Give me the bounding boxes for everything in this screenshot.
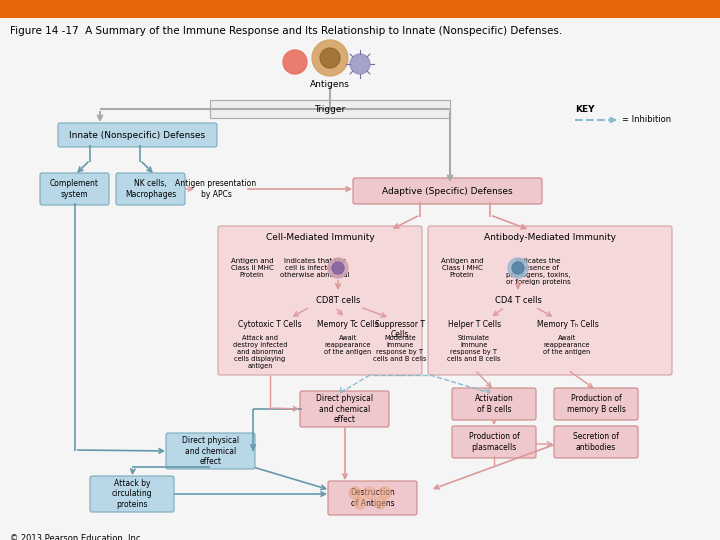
Text: Antigen and
Class I MHC
Protein: Antigen and Class I MHC Protein <box>441 258 483 278</box>
Text: Memory Tc Cells: Memory Tc Cells <box>318 320 379 329</box>
Text: Production of
plasmacells: Production of plasmacells <box>469 433 519 451</box>
Text: Destruction
of Antigens: Destruction of Antigens <box>350 488 395 508</box>
Circle shape <box>320 48 340 68</box>
Text: Await
reappearance
of the antigen: Await reappearance of the antigen <box>544 335 590 355</box>
Text: Antigen presentation
by APCs: Antigen presentation by APCs <box>176 179 256 199</box>
FancyBboxPatch shape <box>166 433 255 469</box>
FancyBboxPatch shape <box>452 426 536 458</box>
Bar <box>0 0 720 18</box>
Text: Antigens: Antigens <box>310 80 350 89</box>
Text: Secretion of
antibodies: Secretion of antibodies <box>573 433 619 451</box>
FancyBboxPatch shape <box>452 388 536 420</box>
Text: Figure 14 -17  A Summary of the Immune Response and Its Relationship to Innate (: Figure 14 -17 A Summary of the Immune Re… <box>10 26 562 36</box>
FancyBboxPatch shape <box>554 426 638 458</box>
Text: Direct physical
and chemical
effect: Direct physical and chemical effect <box>316 394 373 424</box>
Text: Helper T Cells: Helper T Cells <box>449 320 502 329</box>
Text: Innate (Nonspecific) Defenses: Innate (Nonspecific) Defenses <box>69 131 206 139</box>
FancyBboxPatch shape <box>116 173 185 205</box>
Text: Indicates that the
cell is infected or
otherwise abnormal: Indicates that the cell is infected or o… <box>280 258 350 278</box>
Circle shape <box>512 262 524 274</box>
FancyBboxPatch shape <box>353 178 542 204</box>
FancyBboxPatch shape <box>40 173 109 205</box>
Text: Suppressor T
Cells: Suppressor T Cells <box>375 320 425 340</box>
Circle shape <box>350 54 370 74</box>
Text: Activation
of B cells: Activation of B cells <box>474 394 513 414</box>
Text: Attack and
destroy infected
and abnormal
cells displaying
antigen: Attack and destroy infected and abnormal… <box>233 335 287 369</box>
Text: Antibody-Mediated Immunity: Antibody-Mediated Immunity <box>484 233 616 242</box>
Circle shape <box>349 487 361 499</box>
Circle shape <box>332 262 344 274</box>
Text: Adaptive (Specific) Defenses: Adaptive (Specific) Defenses <box>382 186 513 195</box>
Text: = Inhibition: = Inhibition <box>622 116 671 125</box>
Text: Indicates the
presence of
pathogens, toxins,
or foreign proteins: Indicates the presence of pathogens, tox… <box>505 258 570 285</box>
Circle shape <box>283 50 307 74</box>
Text: NK cells,
Macrophages: NK cells, Macrophages <box>125 179 176 199</box>
Text: Trigger: Trigger <box>315 105 346 113</box>
FancyBboxPatch shape <box>428 226 672 375</box>
FancyBboxPatch shape <box>218 226 422 375</box>
Text: Attack by
circulating
proteins: Attack by circulating proteins <box>112 479 153 509</box>
FancyBboxPatch shape <box>90 476 174 512</box>
Text: Complement
system: Complement system <box>50 179 99 199</box>
Text: Antigen and
Class II MHC
Protein: Antigen and Class II MHC Protein <box>230 258 274 278</box>
FancyBboxPatch shape <box>554 388 638 420</box>
Text: Direct physical
and chemical
effect: Direct physical and chemical effect <box>182 436 239 466</box>
FancyBboxPatch shape <box>210 100 450 118</box>
Circle shape <box>374 497 386 509</box>
FancyBboxPatch shape <box>328 481 417 515</box>
Circle shape <box>379 487 391 499</box>
Circle shape <box>328 258 348 278</box>
Text: CD8T cells: CD8T cells <box>316 296 360 305</box>
Circle shape <box>364 487 376 499</box>
Text: Memory Tₕ Cells: Memory Tₕ Cells <box>537 320 599 329</box>
Circle shape <box>354 497 366 509</box>
Circle shape <box>312 40 348 76</box>
FancyBboxPatch shape <box>300 391 389 427</box>
Circle shape <box>508 258 528 278</box>
Text: Cytotoxic T Cells: Cytotoxic T Cells <box>238 320 302 329</box>
Text: Cell-Mediated Immunity: Cell-Mediated Immunity <box>266 233 374 242</box>
Text: Production of
memory B cells: Production of memory B cells <box>567 394 626 414</box>
Text: Moderate
Immune
response by T
cells and B cells: Moderate Immune response by T cells and … <box>373 335 427 362</box>
FancyBboxPatch shape <box>58 123 217 147</box>
Text: Stimulate
Immune
response by T
cells and B cells: Stimulate Immune response by T cells and… <box>447 335 500 362</box>
Text: © 2013 Pearson Education, Inc.: © 2013 Pearson Education, Inc. <box>10 534 143 540</box>
Text: Await
reappearance
of the antigen: Await reappearance of the antigen <box>325 335 372 355</box>
Text: KEY: KEY <box>575 105 595 114</box>
Text: CD4 T cells: CD4 T cells <box>495 296 541 305</box>
